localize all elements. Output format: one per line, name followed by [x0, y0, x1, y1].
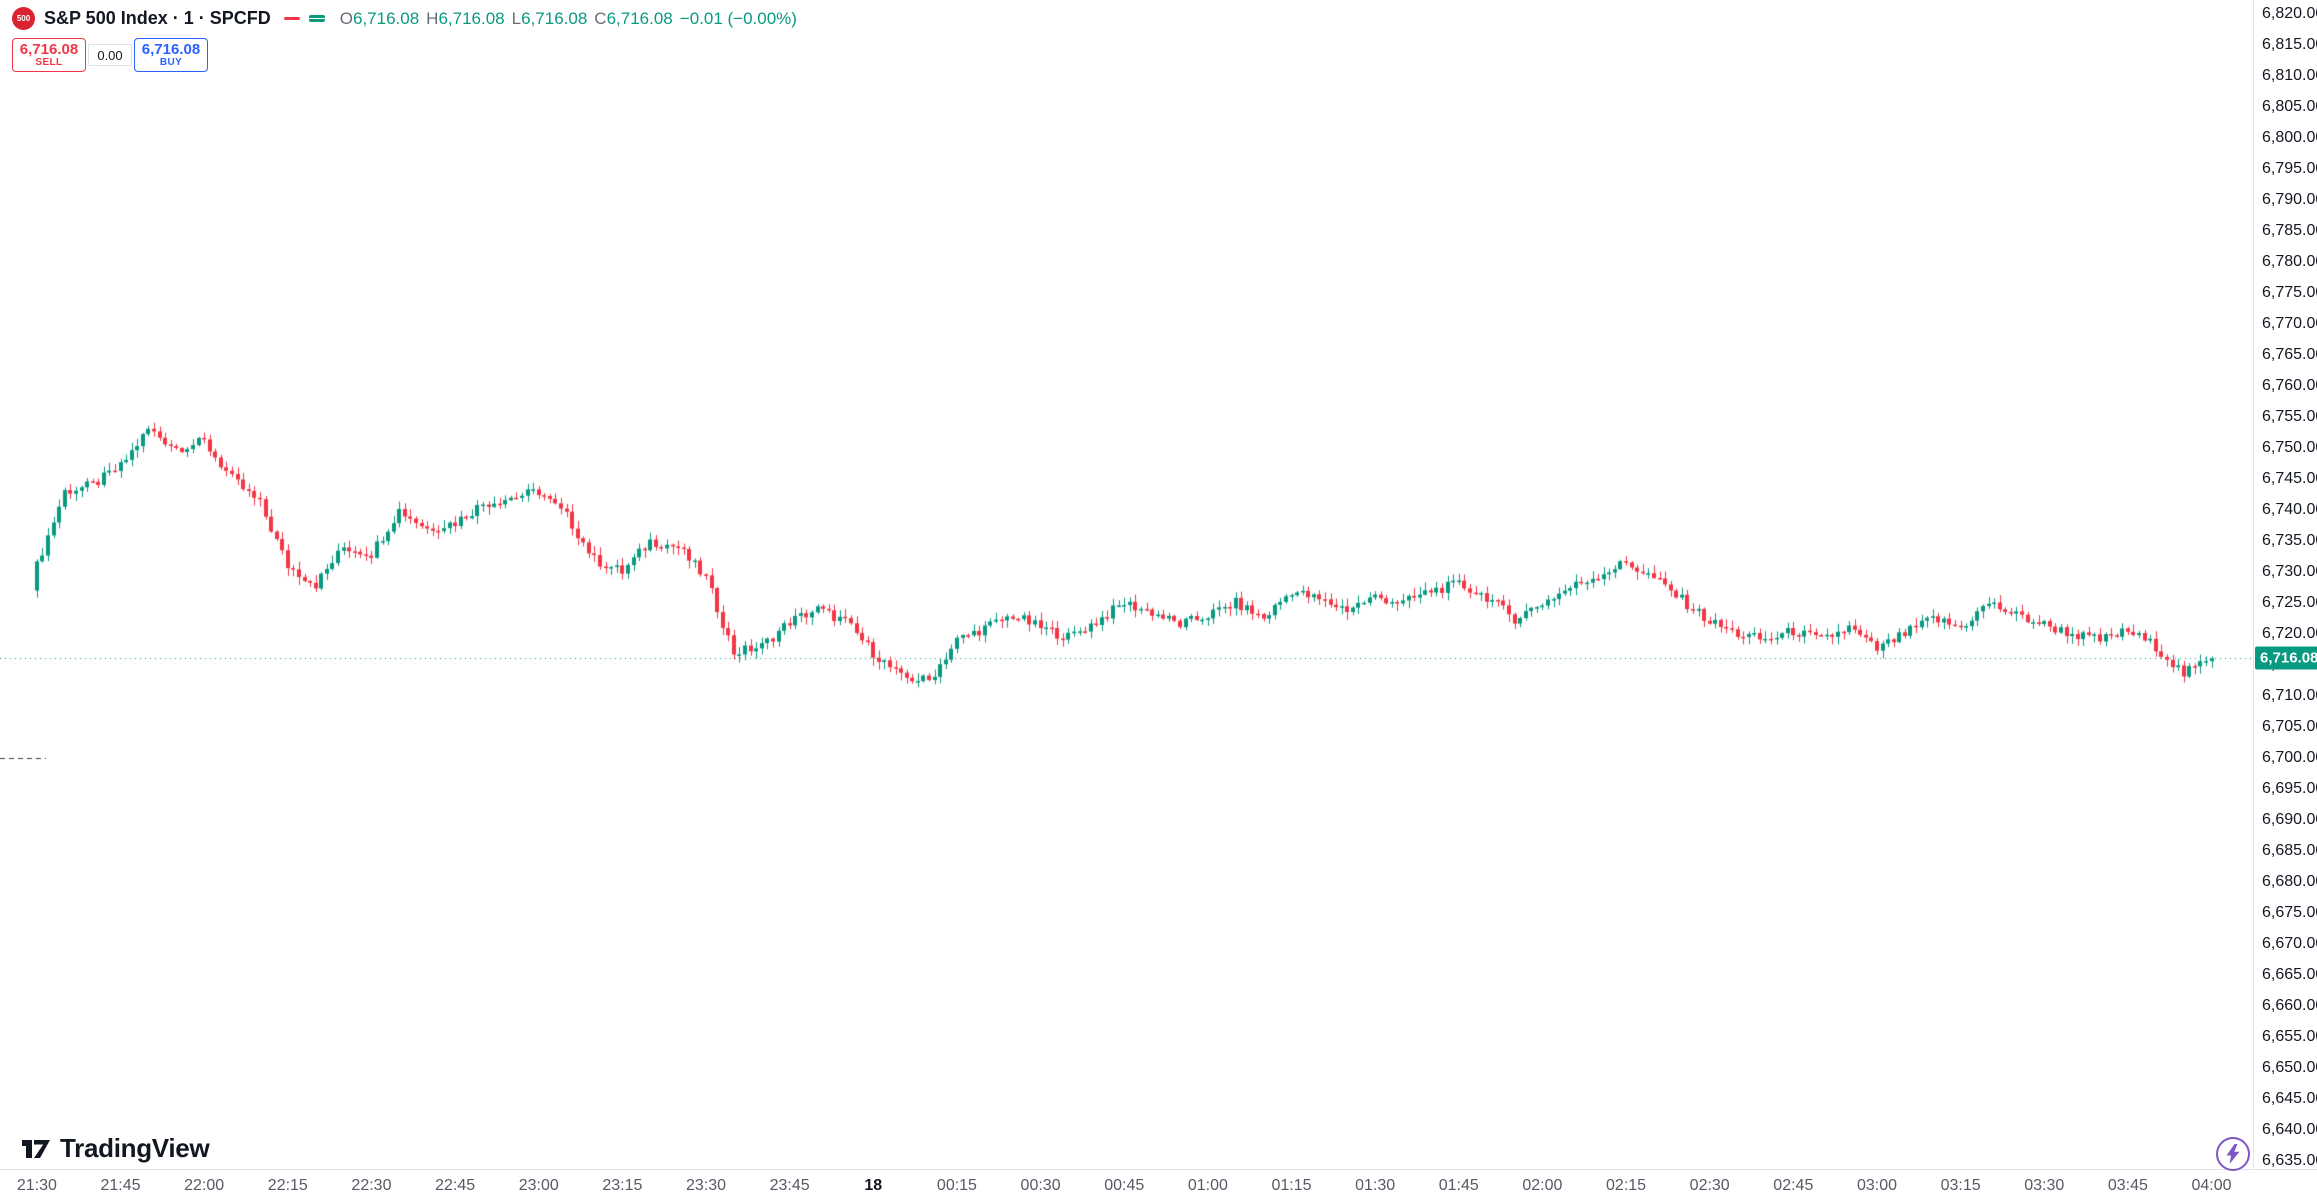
open-value: 6,716.08: [352, 8, 420, 28]
time-axis-label: 03:30: [2024, 1177, 2065, 1194]
buy-button[interactable]: 6,716.08 BUY: [134, 38, 208, 72]
order-widget: 6,716.08 SELL 0.00 6,716.08 BUY: [12, 38, 208, 72]
price-axis-label: 6,710.00: [2262, 687, 2317, 704]
tradingview-wordmark: TradingView: [60, 1133, 210, 1163]
time-axis-label: 22:30: [351, 1177, 392, 1194]
price-axis-label: 6,805.00: [2262, 98, 2317, 115]
price-axis-label: 6,680.00: [2262, 873, 2317, 890]
symbol-title[interactable]: S&P 500 Index · 1 · SPCFD: [44, 8, 271, 28]
time-axis-label: 02:45: [1773, 1177, 1814, 1194]
price-axis-label: 6,645.00: [2262, 1090, 2317, 1107]
high-value: 6,716.08: [438, 8, 505, 28]
time-axis-label: 00:15: [936, 1177, 977, 1194]
price-axis-label: 6,815.00: [2262, 36, 2317, 53]
time-axis-label: 02:15: [1606, 1177, 1647, 1194]
price-axis-label: 6,675.00: [2262, 904, 2317, 921]
time-axis-label: 21:30: [16, 1177, 57, 1194]
price-axis-label: 6,720.00: [2262, 625, 2317, 642]
close-label: C: [594, 8, 607, 28]
time-axis-label: 04:00: [2191, 1177, 2232, 1194]
price-axis-label: 6,750.00: [2262, 439, 2317, 456]
time-axis-label: 02:00: [1522, 1177, 1563, 1194]
price-axis-label: 6,660.00: [2262, 997, 2317, 1014]
time-axis-label: 00:45: [1104, 1177, 1145, 1194]
price-axis-label: 6,770.00: [2262, 315, 2317, 332]
price-axis-label: 6,785.00: [2262, 222, 2317, 239]
price-axis-label: 6,755.00: [2262, 408, 2317, 425]
time-axis-label: 00:30: [1020, 1177, 1061, 1194]
price-axis-label: 6,665.00: [2262, 966, 2317, 983]
tradingview-logo[interactable]: TradingView: [21, 1133, 210, 1164]
time-axis-label: 01:45: [1438, 1177, 1479, 1194]
time-axis-label: 01:15: [1271, 1177, 1312, 1194]
time-axis-label: 21:45: [100, 1177, 141, 1194]
sell-label: SELL: [35, 56, 63, 68]
price-axis-label: 6,690.00: [2262, 811, 2317, 828]
price-axis-label: 6,780.00: [2262, 253, 2317, 270]
time-axis-label: 03:00: [1856, 1177, 1897, 1194]
spread-value: 0.00: [88, 44, 132, 66]
time-axis-label: 03:15: [1940, 1177, 1981, 1194]
price-axis-label: 6,640.00: [2262, 1121, 2317, 1138]
symbol-logo-icon[interactable]: 500: [12, 7, 35, 30]
price-axis-label: 6,725.00: [2262, 594, 2317, 611]
price-axis-label: 6,810.00: [2262, 67, 2317, 84]
price-axis-label: 6,730.00: [2262, 563, 2317, 580]
time-axis[interactable]: 21:30 21:45 22:00 22:15 22:30 22:45 23:00 23:15…: [0, 1169, 2317, 1200]
lightning-button[interactable]: [2216, 1137, 2250, 1171]
time-axis-label: 22:15: [267, 1177, 308, 1194]
time-axis-label: 23:30: [685, 1177, 727, 1194]
price-axis-label: 6,655.00: [2262, 1028, 2317, 1045]
chart-pane[interactable]: 500 S&P 500 Index · 1 · SPCFD O6,716.08 …: [0, 0, 2253, 1169]
price-axis-label: 6,740.00: [2262, 501, 2317, 518]
time-axis-label: 18: [864, 1177, 883, 1194]
price-axis-label: 6,700.00: [2262, 749, 2317, 766]
time-axis-label: 01:30: [1355, 1177, 1396, 1194]
price-axis-label: 6,765.00: [2262, 346, 2317, 363]
price-axis-label: 6,670.00: [2262, 935, 2317, 952]
price-axis-label: 6,685.00: [2262, 842, 2317, 859]
open-label: O: [339, 8, 353, 28]
price-axis-label: 6,820.00: [2262, 5, 2317, 22]
price-axis-label: 6,775.00: [2262, 284, 2317, 301]
high-label: H: [426, 8, 439, 28]
price-axis-label: 6,795.00: [2262, 160, 2317, 177]
change-value: −0.01 (−0.00%): [679, 8, 797, 28]
buy-line-icon[interactable]: [308, 15, 325, 22]
buy-price: 6,716.08: [141, 40, 201, 58]
time-axis-label: 22:45: [435, 1177, 476, 1194]
time-axis-label: 02:30: [1689, 1177, 1730, 1194]
price-axis-label: 6,705.00: [2262, 718, 2317, 735]
low-label: L: [511, 8, 522, 28]
price-axis-label: 6,790.00: [2262, 191, 2317, 208]
candlestick-chart[interactable]: [0, 0, 2253, 1169]
low-value: 6,716.08: [521, 8, 588, 28]
sell-line-icon[interactable]: [283, 17, 300, 20]
price-axis-label: 6,695.00: [2262, 780, 2317, 797]
sell-price: 6,716.08: [19, 40, 79, 58]
time-axis-label: 23:45: [769, 1177, 810, 1194]
price-axis-label: 6,650.00: [2262, 1059, 2317, 1076]
tradingview-logo-icon: [22, 1139, 50, 1158]
close-value: 6,716.08: [606, 8, 673, 28]
time-axis-label: 22:00: [184, 1177, 225, 1194]
price-axis-label: 6,760.00: [2262, 377, 2317, 394]
price-axis-label: 6,635.00: [2262, 1152, 2317, 1169]
price-axis[interactable]: 6,716.08 6,820.00 6,815.00 6,810.00 6,805.0…: [2253, 0, 2317, 1169]
lightning-icon: [2226, 1144, 2240, 1164]
time-axis-label: 23:00: [518, 1177, 559, 1194]
ohlc-readout: O6,716.08 H6,716.08 L6,716.08 C6,716.08 …: [340, 9, 797, 29]
time-axis-label: 23:15: [602, 1177, 643, 1194]
price-axis-label: 6,800.00: [2262, 129, 2317, 146]
time-axis-label: 03:45: [2107, 1177, 2148, 1194]
buy-label: BUY: [159, 56, 183, 68]
price-axis-label: 6,745.00: [2262, 470, 2317, 487]
sell-button[interactable]: 6,716.08 SELL: [12, 38, 86, 72]
last-price-tag: 6,716.08: [2255, 646, 2317, 670]
time-axis-label: 01:00: [1187, 1177, 1228, 1194]
price-axis-label: 6,735.00: [2262, 532, 2317, 549]
chart-legend: 500 S&P 500 Index · 1 · SPCFD O6,716.08 …: [12, 7, 797, 30]
